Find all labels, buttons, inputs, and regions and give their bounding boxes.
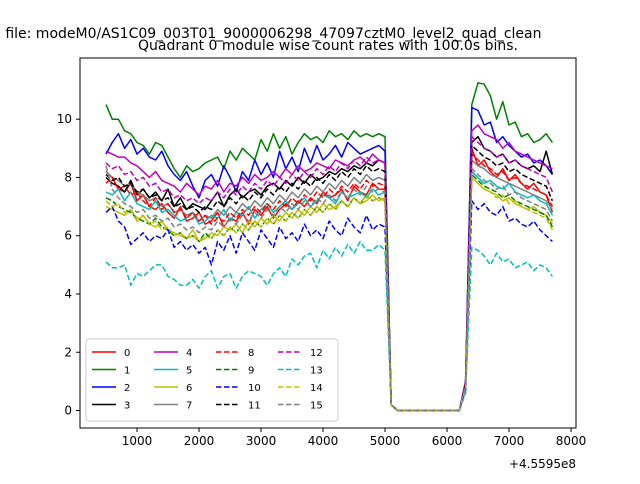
legend-entry-label: 2 [124,383,130,394]
legend-entry-label: 12 [310,348,323,359]
legend-entry-label: 7 [186,401,192,412]
series-line-8 [105,153,554,412]
x-tick-label: 6000 [432,434,463,448]
y-tick-label: 8 [64,170,72,184]
y-tick-label: 6 [64,229,72,243]
legend-entry-label: 13 [310,366,323,377]
series-line-15 [105,165,554,412]
series-line-14 [105,176,554,412]
y-axis: 0 2 4 6 8 10 [57,112,80,418]
series-line-10 [105,200,553,412]
series-line-13 [105,240,554,412]
axes-frame [79,57,577,429]
y-tick-label: 2 [64,345,72,359]
legend-entry-label: 6 [186,383,192,394]
x-tick-label: 3000 [246,434,277,448]
legend-entry-label: 9 [248,366,254,377]
legend-entry-label: 4 [186,348,192,359]
legend-entry-label: 10 [248,383,261,394]
y-tick-label: 4 [64,287,72,301]
legend-entry-label: 0 [124,348,130,359]
x-tick-label: 1000 [122,434,153,448]
legend-entry-label: 15 [310,401,323,412]
chart-title: Quadrant 0 module wise count rates with … [138,38,518,54]
x-tick-label: 5000 [370,434,401,448]
series-line-11 [105,144,554,412]
series-line-12 [105,135,554,412]
series-line-1 [105,82,554,412]
y-tick-label: 10 [57,112,72,126]
x-axis: 1000 2000 3000 4000 5000 6000 7000 8000 [122,428,587,448]
legend-box [85,338,339,422]
series-layer [105,82,554,412]
x-tick-label: 2000 [184,434,215,448]
x-tick-label: 7000 [494,434,525,448]
legend-entry-label: 1 [124,366,130,377]
series-line-0 [105,147,554,412]
legend-entry-label: 11 [248,401,261,412]
series-line-2 [105,106,554,412]
x-tick-label: 8000 [556,434,587,448]
x-axis-offset-label: +4.5595e8 [509,457,576,471]
legend-entry-label: 8 [248,348,254,359]
legend-entry-label: 14 [310,383,323,394]
series-line-7 [105,159,554,412]
legend-entry-label: 5 [186,366,192,377]
series-line-4 [105,124,553,412]
legend-entry-label: 3 [124,401,130,412]
x-tick-label: 4000 [308,434,339,448]
figure-suptitle: n file: modeM0/AS1C09_003T01_9000006298_… [0,26,541,42]
y-tick-label: 0 [64,404,72,418]
